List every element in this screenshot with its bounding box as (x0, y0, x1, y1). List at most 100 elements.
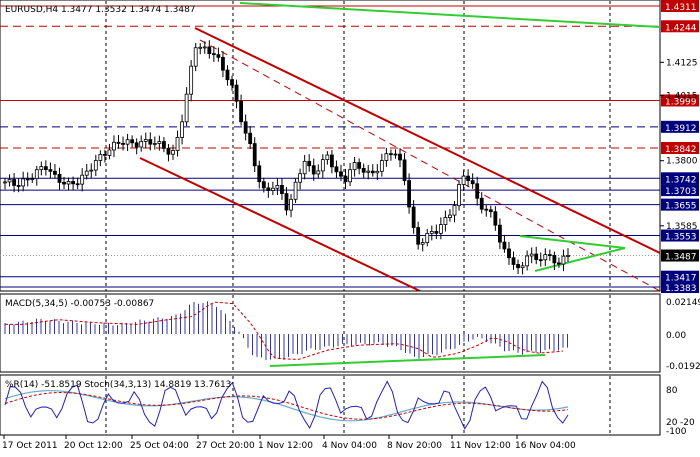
price-tag-label: 1.3655 (665, 202, 697, 212)
trend-line (534, 247, 626, 272)
candle-body (375, 170, 380, 174)
candle-body (289, 198, 293, 211)
candle-body (366, 170, 371, 173)
candle-body (16, 185, 21, 187)
candle-body (230, 79, 234, 86)
candle-body (348, 169, 352, 183)
candle-body (443, 217, 448, 225)
candle-body (184, 93, 189, 123)
candle-body (80, 174, 85, 185)
time-axis-label: 4 Nov 04:00 (322, 441, 377, 451)
candle-body (352, 162, 357, 171)
candle-body (416, 227, 421, 245)
candlestick-series (3, 40, 570, 275)
price-tag-background (661, 94, 699, 107)
candle-body (48, 169, 53, 172)
candle-body (543, 254, 548, 261)
candle-body (516, 264, 520, 269)
macd-panel[interactable] (0, 293, 661, 373)
price-tag-label: 1.4311 (665, 3, 697, 13)
candle-body (547, 254, 552, 257)
candle-body (180, 121, 184, 138)
macd-divergence-line (269, 354, 546, 367)
horizontal-levels (0, 5, 660, 288)
candle-body (12, 179, 16, 186)
stoch-level-label: -20 (680, 418, 695, 428)
candle-body (507, 248, 511, 259)
candle-body (148, 139, 153, 145)
candle-body (84, 170, 89, 176)
candle-body (334, 166, 339, 173)
stoch-level-label: 80 (666, 386, 678, 396)
time-axis-label: 20 Oct 12:00 (64, 441, 123, 451)
time-axis-label: 1 Nov 12:00 (258, 441, 313, 451)
candle-body (34, 169, 39, 180)
price-tag-label: 1.3742 (665, 175, 697, 185)
candle-body (479, 197, 484, 210)
candle-body (62, 182, 66, 185)
price-tag-label: 1.3703 (665, 187, 697, 197)
time-axis: 17 Oct 2011 20 Oct 12:00 25 Oct 04:00 27 Oc… (2, 435, 576, 451)
candle-body (89, 169, 94, 172)
candle-body (252, 143, 257, 167)
candle-body (211, 53, 216, 56)
price-scale: 1.4311 1.4244 1.3999 1.3912 1.3842 1.3742 1.37… (660, 0, 699, 294)
candle-body (284, 193, 289, 211)
price-scale-label: 1.4125 (666, 58, 698, 68)
candle-body (134, 142, 139, 148)
candle-body (193, 47, 198, 67)
candle-body (189, 65, 194, 95)
candle-body (407, 180, 411, 208)
price-tag-label: 1.4244 (665, 23, 697, 33)
stochastic-panel[interactable] (0, 374, 661, 436)
candle-body (43, 166, 48, 170)
candle-body (470, 180, 475, 185)
price-tag-background (661, 142, 699, 155)
candle-body (248, 132, 253, 144)
candle-body (261, 181, 266, 189)
price-tag-background (661, 184, 699, 197)
candle-body (143, 139, 148, 142)
candle-body (307, 160, 312, 167)
candle-body (202, 46, 207, 49)
macd-signal-line (5, 301, 564, 360)
candle-body (520, 265, 525, 269)
candle-body (302, 160, 307, 175)
candle-body (425, 232, 430, 243)
candle-body (257, 165, 262, 183)
candle-body (420, 242, 425, 245)
macd-level-label: 0.02149 (666, 298, 700, 308)
candle-body (130, 139, 135, 144)
current-price-tag-background (661, 249, 699, 262)
trend-line (239, 2, 661, 28)
price-tag-background (661, 120, 699, 133)
candle-body (330, 154, 334, 168)
candle-body (511, 257, 516, 265)
time-axis-label: 25 Oct 04:00 (130, 441, 189, 451)
price-tag-background (661, 281, 699, 293)
candle-body (538, 259, 543, 262)
candle-body (93, 160, 98, 171)
price-scale-label: 1.3800 (666, 157, 698, 167)
candle-body (339, 171, 343, 177)
trend-line (139, 157, 421, 292)
candle-body (534, 253, 539, 261)
candle-body (21, 178, 26, 187)
candle-body (66, 181, 71, 185)
candle-body (434, 231, 439, 234)
main-price-panel[interactable] (0, 0, 661, 292)
candle-body (107, 149, 112, 156)
time-axis-label: 8 Nov 20:00 (387, 441, 442, 451)
candle-body (53, 170, 57, 175)
candle-body (429, 231, 434, 234)
candle-body (7, 179, 12, 183)
candle-body (162, 141, 166, 149)
candle-body (25, 178, 30, 181)
price-scale-label: 1.3585 (666, 222, 698, 232)
candle-body (384, 153, 389, 161)
candle-body (398, 153, 402, 161)
symbol-info-title: EURUSD,H4 1.3477 1.3532 1.3474 1.3487 (5, 5, 196, 15)
candle-body (475, 183, 480, 199)
candle-body (166, 147, 171, 155)
